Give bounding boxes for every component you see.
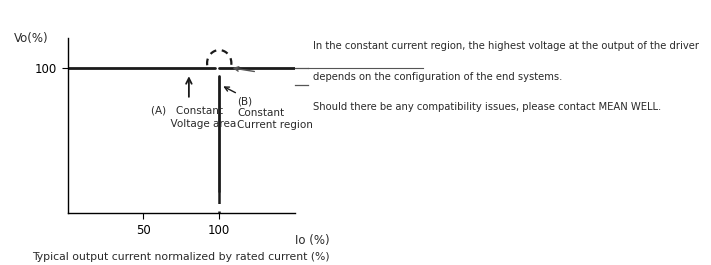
- Text: Should there be any compatibility issues, please contact MEAN WELL.: Should there be any compatibility issues…: [313, 102, 661, 112]
- Text: (B)
Constant
Current region: (B) Constant Current region: [225, 87, 314, 130]
- Text: (A)   Constant
      Voltage area: (A) Constant Voltage area: [151, 105, 236, 129]
- Text: In the constant current region, the highest voltage at the output of the driver: In the constant current region, the high…: [313, 41, 699, 51]
- Text: Io (%): Io (%): [295, 234, 330, 247]
- Y-axis label: Vo(%): Vo(%): [14, 32, 48, 45]
- Text: depends on the configuration of the end systems.: depends on the configuration of the end …: [313, 72, 562, 82]
- Text: Typical output current normalized by rated current (%): Typical output current normalized by rat…: [33, 252, 330, 262]
